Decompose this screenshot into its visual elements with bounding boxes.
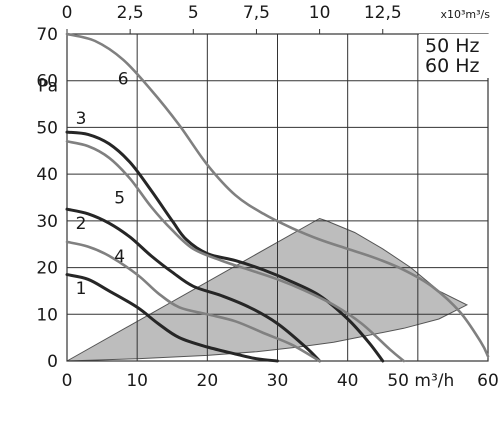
y-tick-label-3: 30 — [36, 212, 58, 232]
y-tick-label-0: 0 — [47, 352, 58, 372]
x-tick-label-3: 30 — [267, 371, 289, 391]
x-tick-label-0: 0 — [62, 371, 73, 391]
curve-1 — [65, 273, 279, 363]
operating-region — [66, 217, 469, 362]
y-tick-label-4: 40 — [36, 165, 58, 185]
x-tick-label-4: 40 — [337, 371, 359, 391]
y-axis-label: Pa — [38, 76, 58, 96]
top-tick-label-3: 7,5 — [243, 3, 270, 23]
y-tick-label-2: 20 — [36, 259, 58, 279]
curve-label-5: 5 — [114, 189, 125, 209]
legend: 50 Hz 60 Hz — [419, 34, 489, 78]
curve-label-2: 2 — [76, 214, 87, 234]
y-tick-label-6: 60 — [36, 72, 58, 92]
y-tick-label-1: 10 — [36, 305, 58, 325]
legend-line-50hz: 50 Hz — [425, 35, 480, 57]
curve-label-6: 6 — [118, 69, 129, 89]
x-axis-label: 50 m³/h — [387, 371, 454, 391]
x-tick-label-2: 20 — [197, 371, 219, 391]
top-tick-label-2: 5 — [188, 3, 199, 23]
curve-4 — [65, 240, 321, 363]
curve-2 — [65, 207, 322, 363]
y-tick-label-5: 50 — [36, 118, 58, 138]
curve-5 — [65, 140, 406, 363]
legend-box — [419, 34, 489, 78]
top-tick-label-5: 12,5 — [364, 3, 402, 23]
curve-6 — [65, 32, 490, 358]
top-tick-label-0: 0 — [62, 3, 73, 23]
series-layer — [65, 32, 490, 363]
top-tick-label-4: 10 — [309, 3, 331, 23]
curve-label-3: 3 — [76, 109, 87, 129]
curve-3 — [65, 130, 385, 363]
curve-label-1: 1 — [76, 279, 87, 299]
top-axis-label: x10³m³/s — [441, 8, 491, 21]
x-tick-label-1: 10 — [126, 371, 148, 391]
operating-region-layer — [66, 217, 469, 362]
top-tick-label-1: 2,5 — [117, 3, 144, 23]
y-tick-label-7: 70 — [36, 25, 58, 45]
legend-line-60hz: 60 Hz — [425, 55, 480, 77]
x-tick-label-6: 60 — [477, 371, 499, 391]
curve-label-4: 4 — [114, 247, 125, 267]
